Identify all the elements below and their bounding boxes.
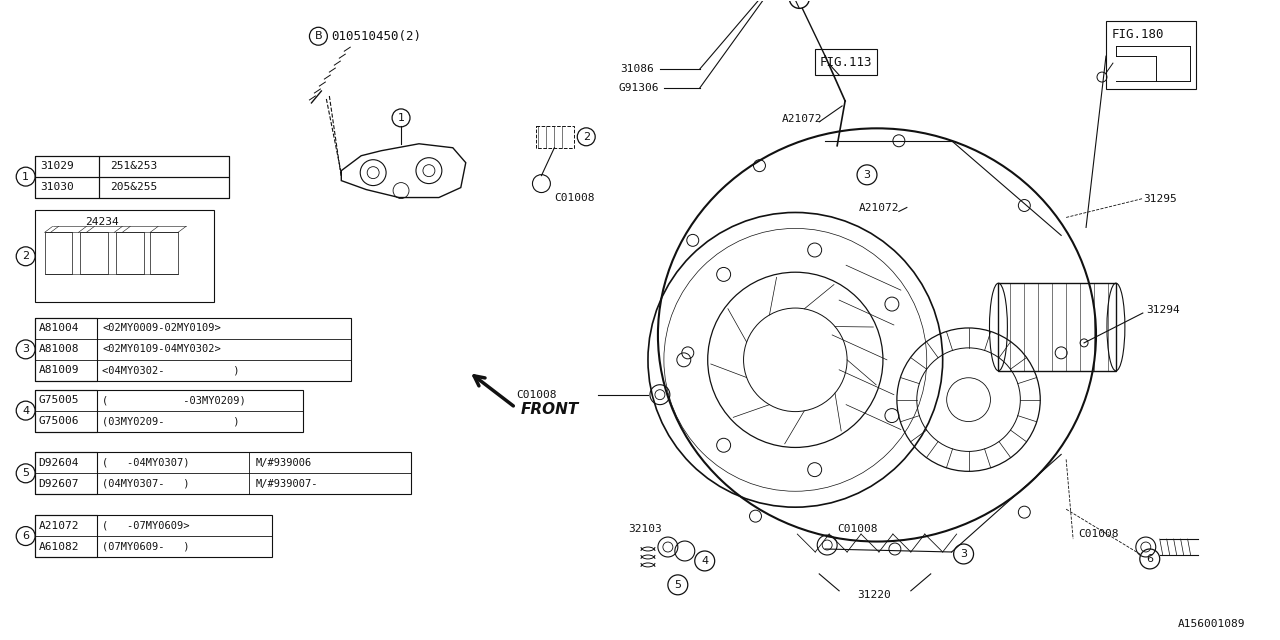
Bar <box>100 156 229 177</box>
Bar <box>35 390 303 431</box>
Text: A21072: A21072 <box>859 204 900 214</box>
Text: <04MY0302-           ): <04MY0302- ) <box>102 365 239 375</box>
Text: D92607: D92607 <box>38 479 79 489</box>
Text: <02MY0009-02MY0109>: <02MY0009-02MY0109> <box>102 323 221 333</box>
Text: (            -03MY0209): ( -03MY0209) <box>102 395 246 405</box>
Text: A81009: A81009 <box>38 365 79 375</box>
Text: 31029: 31029 <box>41 161 74 171</box>
Text: 3: 3 <box>960 549 968 559</box>
Text: (   -07MY0609>: ( -07MY0609> <box>102 520 189 531</box>
Text: (07MY0609-   ): (07MY0609- ) <box>102 541 189 552</box>
Text: 31086: 31086 <box>620 64 654 74</box>
Text: G75005: G75005 <box>38 395 79 405</box>
Text: A61082: A61082 <box>38 541 79 552</box>
Text: 1: 1 <box>398 113 404 123</box>
Text: C01008: C01008 <box>517 390 557 399</box>
Text: A156001089: A156001089 <box>1178 619 1245 628</box>
Bar <box>536 126 575 148</box>
Bar <box>998 283 1116 371</box>
Bar <box>116 232 145 274</box>
Text: M/#939007-: M/#939007- <box>256 479 319 489</box>
Bar <box>35 156 100 177</box>
Text: 1: 1 <box>22 172 29 182</box>
Bar <box>35 390 97 431</box>
Text: 5: 5 <box>675 580 681 590</box>
Text: D92604: D92604 <box>38 458 79 468</box>
Bar <box>35 177 100 198</box>
Text: 24234: 24234 <box>86 218 119 227</box>
Text: 31295: 31295 <box>1143 193 1176 204</box>
Bar <box>35 515 271 557</box>
Text: A21072: A21072 <box>781 114 822 124</box>
Text: 6: 6 <box>1147 554 1153 564</box>
Text: A21072: A21072 <box>38 520 79 531</box>
Bar <box>35 211 214 302</box>
Bar <box>35 452 97 494</box>
Text: 3: 3 <box>22 344 29 355</box>
Text: 6: 6 <box>22 531 29 541</box>
Text: 31294: 31294 <box>1146 305 1180 315</box>
Text: A81008: A81008 <box>38 344 79 355</box>
Text: C01008: C01008 <box>837 524 878 534</box>
Text: <02MY0109-04MY0302>: <02MY0109-04MY0302> <box>102 344 221 355</box>
Bar <box>45 232 73 274</box>
Text: 31220: 31220 <box>858 590 891 600</box>
Bar <box>81 232 109 274</box>
Bar <box>35 515 97 557</box>
Text: 5: 5 <box>22 468 29 478</box>
Bar <box>35 318 351 381</box>
Bar <box>815 49 877 75</box>
Text: FIG.180: FIG.180 <box>1112 28 1165 41</box>
Text: 205&255: 205&255 <box>110 182 157 192</box>
Text: (   -04MY0307): ( -04MY0307) <box>102 458 189 468</box>
Bar <box>35 318 97 381</box>
Bar <box>35 156 229 198</box>
Text: C01008: C01008 <box>1078 529 1119 539</box>
Text: 4: 4 <box>22 406 29 415</box>
Text: 010510450(2): 010510450(2) <box>332 29 421 43</box>
Text: (04MY0307-   ): (04MY0307- ) <box>102 479 189 489</box>
Text: 2: 2 <box>582 132 590 142</box>
Text: C01008: C01008 <box>554 193 595 202</box>
Text: A81004: A81004 <box>38 323 79 333</box>
Text: 31030: 31030 <box>41 182 74 192</box>
Text: 251&253: 251&253 <box>110 161 157 171</box>
Bar <box>35 452 411 494</box>
Text: 3: 3 <box>864 170 870 180</box>
Text: FIG.113: FIG.113 <box>819 56 872 68</box>
Bar <box>150 232 178 274</box>
Bar <box>1106 21 1196 89</box>
Text: G91306: G91306 <box>618 83 659 93</box>
Text: FRONT: FRONT <box>521 402 579 417</box>
Text: G75006: G75006 <box>38 416 79 426</box>
Text: 2: 2 <box>22 252 29 261</box>
Text: 4: 4 <box>701 556 708 566</box>
Text: (03MY0209-           ): (03MY0209- ) <box>102 416 239 426</box>
Text: B: B <box>315 31 323 41</box>
Text: M/#939006: M/#939006 <box>256 458 312 468</box>
Text: 32103: 32103 <box>628 524 662 534</box>
Bar <box>100 177 229 198</box>
